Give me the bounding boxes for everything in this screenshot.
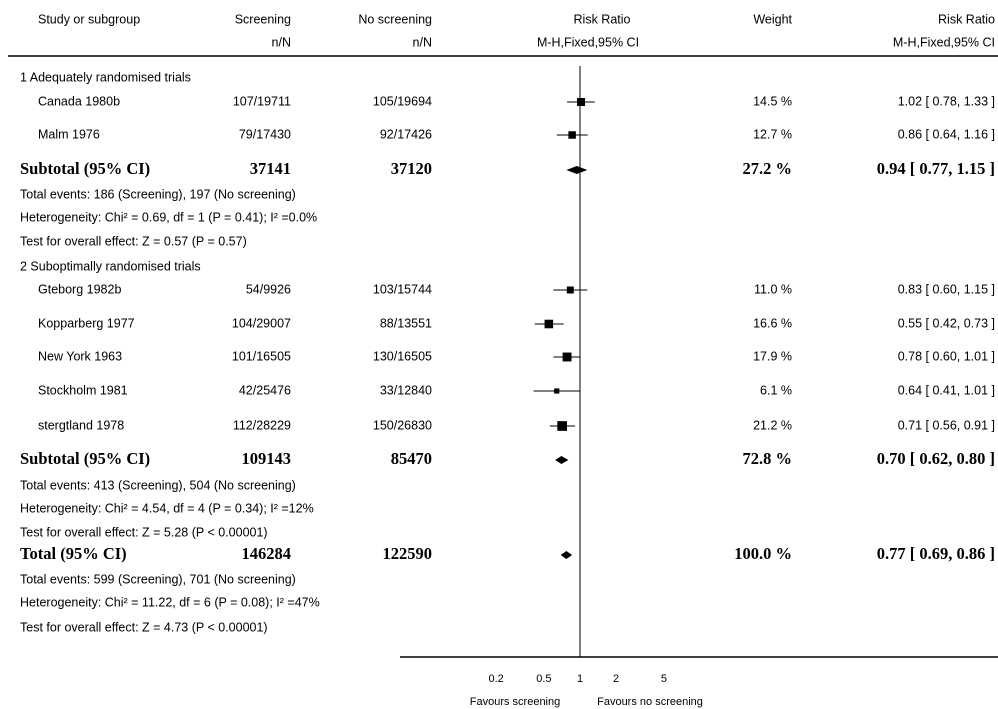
x-tick-label: 5 [661, 673, 667, 685]
study-name: Stockholm 1981 [38, 383, 128, 397]
header-rr: Risk Ratio [938, 12, 995, 26]
no-screening: 130/16505 [373, 349, 432, 363]
subtotal-label: Subtotal (95% CI) [20, 449, 150, 468]
study-name: stergtland 1978 [38, 418, 124, 432]
note: Total events: 413 (Screening), 504 (No s… [20, 478, 296, 492]
subtotal-label: Subtotal (95% CI) [20, 159, 150, 178]
screening: 54/9926 [246, 282, 291, 296]
weight: 12.7 % [753, 127, 792, 141]
risk-ratio: 0.94 [ 0.77, 1.15 ] [877, 159, 995, 178]
weight: 14.5 % [753, 94, 792, 108]
screening: 112/28229 [233, 418, 291, 432]
no-screening: 103/15744 [373, 282, 432, 296]
risk-ratio: 1.02 [ 0.78, 1.33 ] [898, 94, 995, 108]
estimate-square [568, 131, 576, 139]
weight: 100.0 % [734, 544, 792, 563]
x-tick-label: 0.2 [488, 673, 503, 685]
risk-ratio: 0.55 [ 0.42, 0.73 ] [898, 316, 995, 330]
note: Heterogeneity: Chi² = 11.22, df = 6 (P =… [20, 595, 320, 609]
note: Test for overall effect: Z = 4.73 (P < 0… [20, 620, 268, 634]
screening: 107/19711 [233, 94, 291, 108]
no-screening: 37120 [391, 159, 432, 178]
study-name: New York 1963 [38, 349, 122, 363]
diamond [566, 166, 588, 174]
header-study: Study or subgroup [38, 12, 140, 26]
group-heading: 2 Suboptimally randomised trials [20, 259, 201, 273]
risk-ratio: 0.77 [ 0.69, 0.86 ] [877, 544, 995, 563]
no-screening: 150/26830 [373, 418, 432, 432]
weight: 27.2 % [743, 159, 793, 178]
no-screening: 33/12840 [380, 383, 432, 397]
header-weight: Weight [753, 12, 792, 26]
risk-ratio: 0.71 [ 0.56, 0.91 ] [898, 418, 995, 432]
risk-ratio: 0.86 [ 0.64, 1.16 ] [898, 127, 995, 141]
diamond [555, 456, 569, 464]
note: Test for overall effect: Z = 0.57 (P = 0… [20, 234, 247, 248]
no-screening: 105/19694 [373, 94, 432, 108]
header-plot: Risk Ratio [574, 12, 631, 26]
study-name: Canada 1980b [38, 94, 120, 108]
weight: 21.2 % [753, 418, 792, 432]
favours-right: Favours no screening [597, 696, 703, 708]
header-no-screening-sub: n/N [413, 35, 432, 49]
estimate-square [557, 421, 567, 431]
note: Test for overall effect: Z = 5.28 (P < 0… [20, 525, 268, 539]
weight: 11.0 % [754, 282, 792, 296]
x-tick-label: 1 [577, 673, 583, 685]
risk-ratio: 0.78 [ 0.60, 1.01 ] [898, 349, 995, 363]
x-tick-label: 0.5 [536, 673, 551, 685]
x-tick-label: 2 [613, 673, 619, 685]
estimate-square [577, 98, 586, 106]
study-name: Malm 1976 [38, 127, 100, 141]
no-screening: 122590 [383, 544, 433, 563]
screening: 42/25476 [239, 383, 291, 397]
screening: 104/29007 [232, 316, 291, 330]
header-no-screening: No screening [358, 12, 432, 26]
header-screening: Screening [235, 12, 291, 26]
study-name: Gteborg 1982b [38, 282, 121, 296]
screening: 146284 [242, 544, 292, 563]
group-heading: 1 Adequately randomised trials [20, 70, 191, 84]
weight: 17.9 % [753, 349, 792, 363]
estimate-square [544, 319, 554, 329]
risk-ratio: 0.70 [ 0.62, 0.80 ] [877, 449, 995, 468]
weight: 72.8 % [743, 449, 793, 468]
note: Total events: 599 (Screening), 701 (No s… [20, 572, 296, 586]
no-screening: 92/17426 [380, 127, 432, 141]
subtotal-label: Total (95% CI) [20, 544, 127, 563]
header-plot-sub: M-H,Fixed,95% CI [537, 35, 639, 49]
favours-left: Favours screening [470, 696, 561, 708]
weight: 16.6 % [753, 316, 792, 330]
estimate-square [554, 388, 560, 394]
note: Heterogeneity: Chi² = 0.69, df = 1 (P = … [20, 210, 317, 224]
estimate-square [566, 286, 574, 294]
note: Total events: 186 (Screening), 197 (No s… [20, 187, 296, 201]
screening: 101/16505 [232, 349, 291, 363]
diamond [560, 551, 573, 559]
screening: 79/17430 [239, 127, 291, 141]
header-screening-sub: n/N [272, 35, 291, 49]
note: Heterogeneity: Chi² = 4.54, df = 4 (P = … [20, 501, 314, 515]
no-screening: 85470 [391, 449, 432, 468]
no-screening: 88/13551 [380, 316, 432, 330]
estimate-square [562, 352, 572, 362]
study-name: Kopparberg 1977 [38, 316, 135, 330]
risk-ratio: 0.83 [ 0.60, 1.15 ] [898, 282, 995, 296]
screening: 37141 [250, 159, 291, 178]
risk-ratio: 0.64 [ 0.41, 1.01 ] [898, 383, 995, 397]
weight: 6.1 % [760, 383, 792, 397]
screening: 109143 [242, 449, 292, 468]
header-rr-sub: M-H,Fixed,95% CI [893, 35, 995, 49]
